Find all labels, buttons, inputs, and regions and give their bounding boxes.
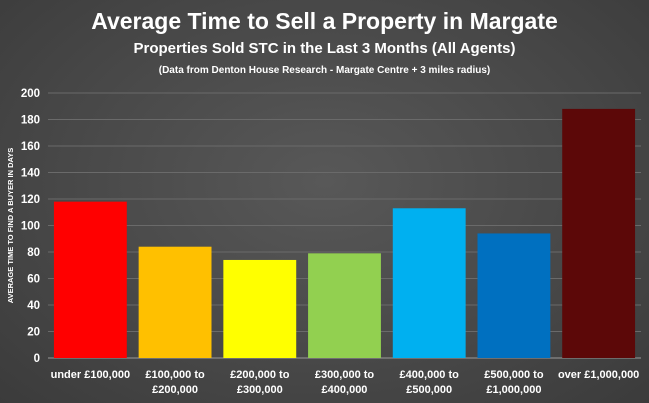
x-category-label: £500,000 to xyxy=(484,369,544,381)
x-category-label: £300,000 xyxy=(237,384,283,396)
y-tick-label: 80 xyxy=(27,247,40,259)
chart-subtitle: Properties Sold STC in the Last 3 Months… xyxy=(133,40,516,57)
y-tick-label: 160 xyxy=(21,141,40,153)
bar xyxy=(223,259,297,358)
bar xyxy=(308,253,381,358)
y-tick-label: 100 xyxy=(21,221,40,233)
bar xyxy=(392,208,466,358)
x-category-label: £300,000 to xyxy=(315,369,375,381)
x-axis-labels: under £100,000 £100,000 to £200,000 £200,00… xyxy=(51,369,640,396)
x-category-label: £100,000 to xyxy=(145,369,205,381)
x-category-label: £200,000 to xyxy=(230,369,290,381)
y-axis-ticks: 0 20 40 60 80 100 120 140 160 180 200 xyxy=(21,88,40,365)
bars xyxy=(53,108,636,359)
y-axis-label: AVERAGE TIME TO FIND A BUYER IN DAYS xyxy=(6,148,15,304)
x-category-label: £500,000 xyxy=(406,384,452,396)
bar xyxy=(477,233,551,358)
chart-source-note: (Data from Denton House Research - Marga… xyxy=(158,65,491,76)
x-category-label: £1,000,000 xyxy=(486,384,541,396)
y-tick-label: 60 xyxy=(27,274,40,286)
bar xyxy=(53,201,127,358)
y-tick-label: 140 xyxy=(21,168,40,180)
bar xyxy=(562,108,636,359)
chart-title: Average Time to Sell a Property in Marga… xyxy=(91,8,558,34)
y-tick-label: 200 xyxy=(21,88,40,100)
y-tick-label: 120 xyxy=(21,194,40,206)
x-category-label: £400,000 xyxy=(322,384,368,396)
x-category-label: under £100,000 xyxy=(51,369,131,381)
y-tick-label: 20 xyxy=(27,327,40,339)
x-category-label: £200,000 xyxy=(152,384,198,396)
y-tick-label: 40 xyxy=(27,300,40,312)
x-category-label: £400,000 to xyxy=(400,369,460,381)
bar xyxy=(138,246,212,358)
x-category-label: over £1,000,000 xyxy=(558,369,639,381)
y-tick-label: 0 xyxy=(34,353,40,365)
y-tick-label: 180 xyxy=(21,115,40,127)
